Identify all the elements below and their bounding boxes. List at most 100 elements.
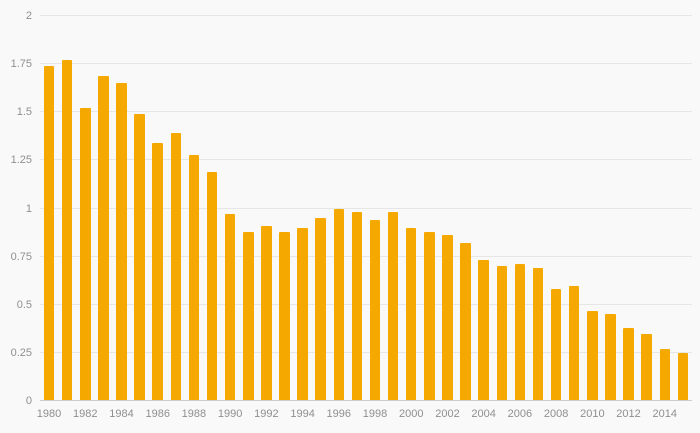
bar-1997[interactable] xyxy=(351,212,363,401)
bar-2001[interactable] xyxy=(424,231,435,401)
bar-slot: 1980 xyxy=(37,16,61,420)
bar-slot xyxy=(348,16,366,401)
bar-slot: 1986 xyxy=(145,16,170,420)
bar-slot: 1988 xyxy=(182,16,206,420)
gridline xyxy=(40,351,692,353)
x-tick-label: 1980 xyxy=(36,408,62,420)
y-tick-label: 1 xyxy=(25,202,32,215)
bar-slot: 2008 xyxy=(544,16,568,420)
y-tick-label: 1.25 xyxy=(10,154,32,167)
bar-2003[interactable] xyxy=(460,243,471,401)
bar-2013[interactable] xyxy=(641,333,652,401)
bar-2000[interactable] xyxy=(405,227,417,401)
bar-2009[interactable] xyxy=(568,285,580,401)
bar-slot xyxy=(58,16,76,401)
bar-2014[interactable] xyxy=(659,349,671,401)
x-axis-line xyxy=(40,400,692,401)
bar-slot xyxy=(275,16,293,401)
bar-1996[interactable] xyxy=(333,208,345,401)
bars: 1980 1982 1984 1986 1988 1990 1992 1994 1996 1998… xyxy=(37,16,692,420)
bar-slot: 2012 xyxy=(616,16,641,420)
gridline xyxy=(40,15,692,16)
x-tick-label: 2014 xyxy=(652,408,678,420)
y-tick-label: 0.25 xyxy=(10,346,32,359)
bar-slot: 1994 xyxy=(290,16,315,420)
bar-2010[interactable] xyxy=(587,310,598,401)
bar-2005[interactable] xyxy=(496,266,508,401)
gridline xyxy=(40,63,692,65)
bar-1982[interactable] xyxy=(80,108,91,401)
gridline xyxy=(40,255,692,257)
bar-2006[interactable] xyxy=(514,264,526,401)
bar-2011[interactable] xyxy=(605,314,616,401)
bar-slot: 1992 xyxy=(254,16,279,420)
x-tick-label: 2006 xyxy=(507,408,533,420)
bar-1987[interactable] xyxy=(170,133,182,401)
x-tick-label: 1986 xyxy=(145,408,170,420)
bar-2002[interactable] xyxy=(442,235,453,401)
bar-slot xyxy=(638,16,656,401)
plot-area: 1980 1982 1984 1986 1988 1990 1992 1994 1996 1998… xyxy=(11,10,692,420)
gridline xyxy=(40,207,692,209)
x-tick-label: 2000 xyxy=(398,408,424,420)
bar-1999[interactable] xyxy=(387,212,399,401)
bar-1983[interactable] xyxy=(98,75,109,401)
bar-slot: 1990 xyxy=(218,16,242,420)
bar-1992[interactable] xyxy=(261,225,272,401)
bar-slot xyxy=(94,16,112,401)
bar-slot: 1984 xyxy=(109,16,134,420)
y-tick-label: 0.5 xyxy=(16,298,32,311)
y-tick-label: 0 xyxy=(25,395,32,407)
bar-slot xyxy=(457,16,475,401)
bar-slot xyxy=(529,16,547,401)
x-tick-label: 1988 xyxy=(181,408,207,420)
y-tick-label: 1.75 xyxy=(10,58,32,71)
bar-1988[interactable] xyxy=(188,154,200,401)
bar-slot xyxy=(674,16,692,401)
x-tick-label: 1984 xyxy=(109,408,134,420)
bar-1998[interactable] xyxy=(369,220,381,401)
bar-slot xyxy=(420,16,438,401)
bar-slot: 2010 xyxy=(580,16,605,420)
bar-1981[interactable] xyxy=(61,60,73,401)
bar-slot xyxy=(565,16,583,401)
bar-2008[interactable] xyxy=(550,289,562,401)
bar-1994[interactable] xyxy=(297,227,308,401)
bar-slot xyxy=(131,16,149,401)
x-tick-label: 1990 xyxy=(217,408,243,420)
bar-1986[interactable] xyxy=(152,143,163,401)
bar-1980[interactable] xyxy=(43,66,55,401)
y-tick-label: 2 xyxy=(25,10,32,22)
bar-slot xyxy=(493,16,511,401)
bar-slot: 2014 xyxy=(653,16,677,420)
bar-2015[interactable] xyxy=(677,352,689,401)
bar-slot xyxy=(601,16,619,401)
x-tick-label: 1996 xyxy=(326,408,352,420)
gridline xyxy=(40,159,692,161)
bar-2007[interactable] xyxy=(532,268,544,401)
y-tick-label: 1.5 xyxy=(16,106,32,119)
bar-slot: 1998 xyxy=(363,16,387,420)
bar-slot: 1982 xyxy=(73,16,98,420)
x-tick-label: 1992 xyxy=(254,408,279,420)
bar-slot xyxy=(239,16,257,401)
x-tick-label: 1998 xyxy=(362,408,388,420)
bar-slot: 2000 xyxy=(399,16,423,420)
bar-1989[interactable] xyxy=(206,171,218,401)
gridline xyxy=(40,303,692,305)
bar-1991[interactable] xyxy=(243,231,254,401)
bar-1990[interactable] xyxy=(224,214,236,401)
bar-slot xyxy=(203,16,221,401)
bar-1995[interactable] xyxy=(315,218,326,401)
bar-1993[interactable] xyxy=(279,231,290,401)
bar-1984[interactable] xyxy=(116,83,127,401)
bar-2012[interactable] xyxy=(623,327,634,401)
bar-2004[interactable] xyxy=(478,260,489,401)
bar-slot xyxy=(167,16,185,401)
bar-slot: 1996 xyxy=(327,16,351,420)
bar-slot: 2006 xyxy=(508,16,532,420)
x-tick-label: 2012 xyxy=(616,408,641,420)
bar-slot: 2002 xyxy=(435,16,460,420)
bar-1985[interactable] xyxy=(134,114,145,401)
